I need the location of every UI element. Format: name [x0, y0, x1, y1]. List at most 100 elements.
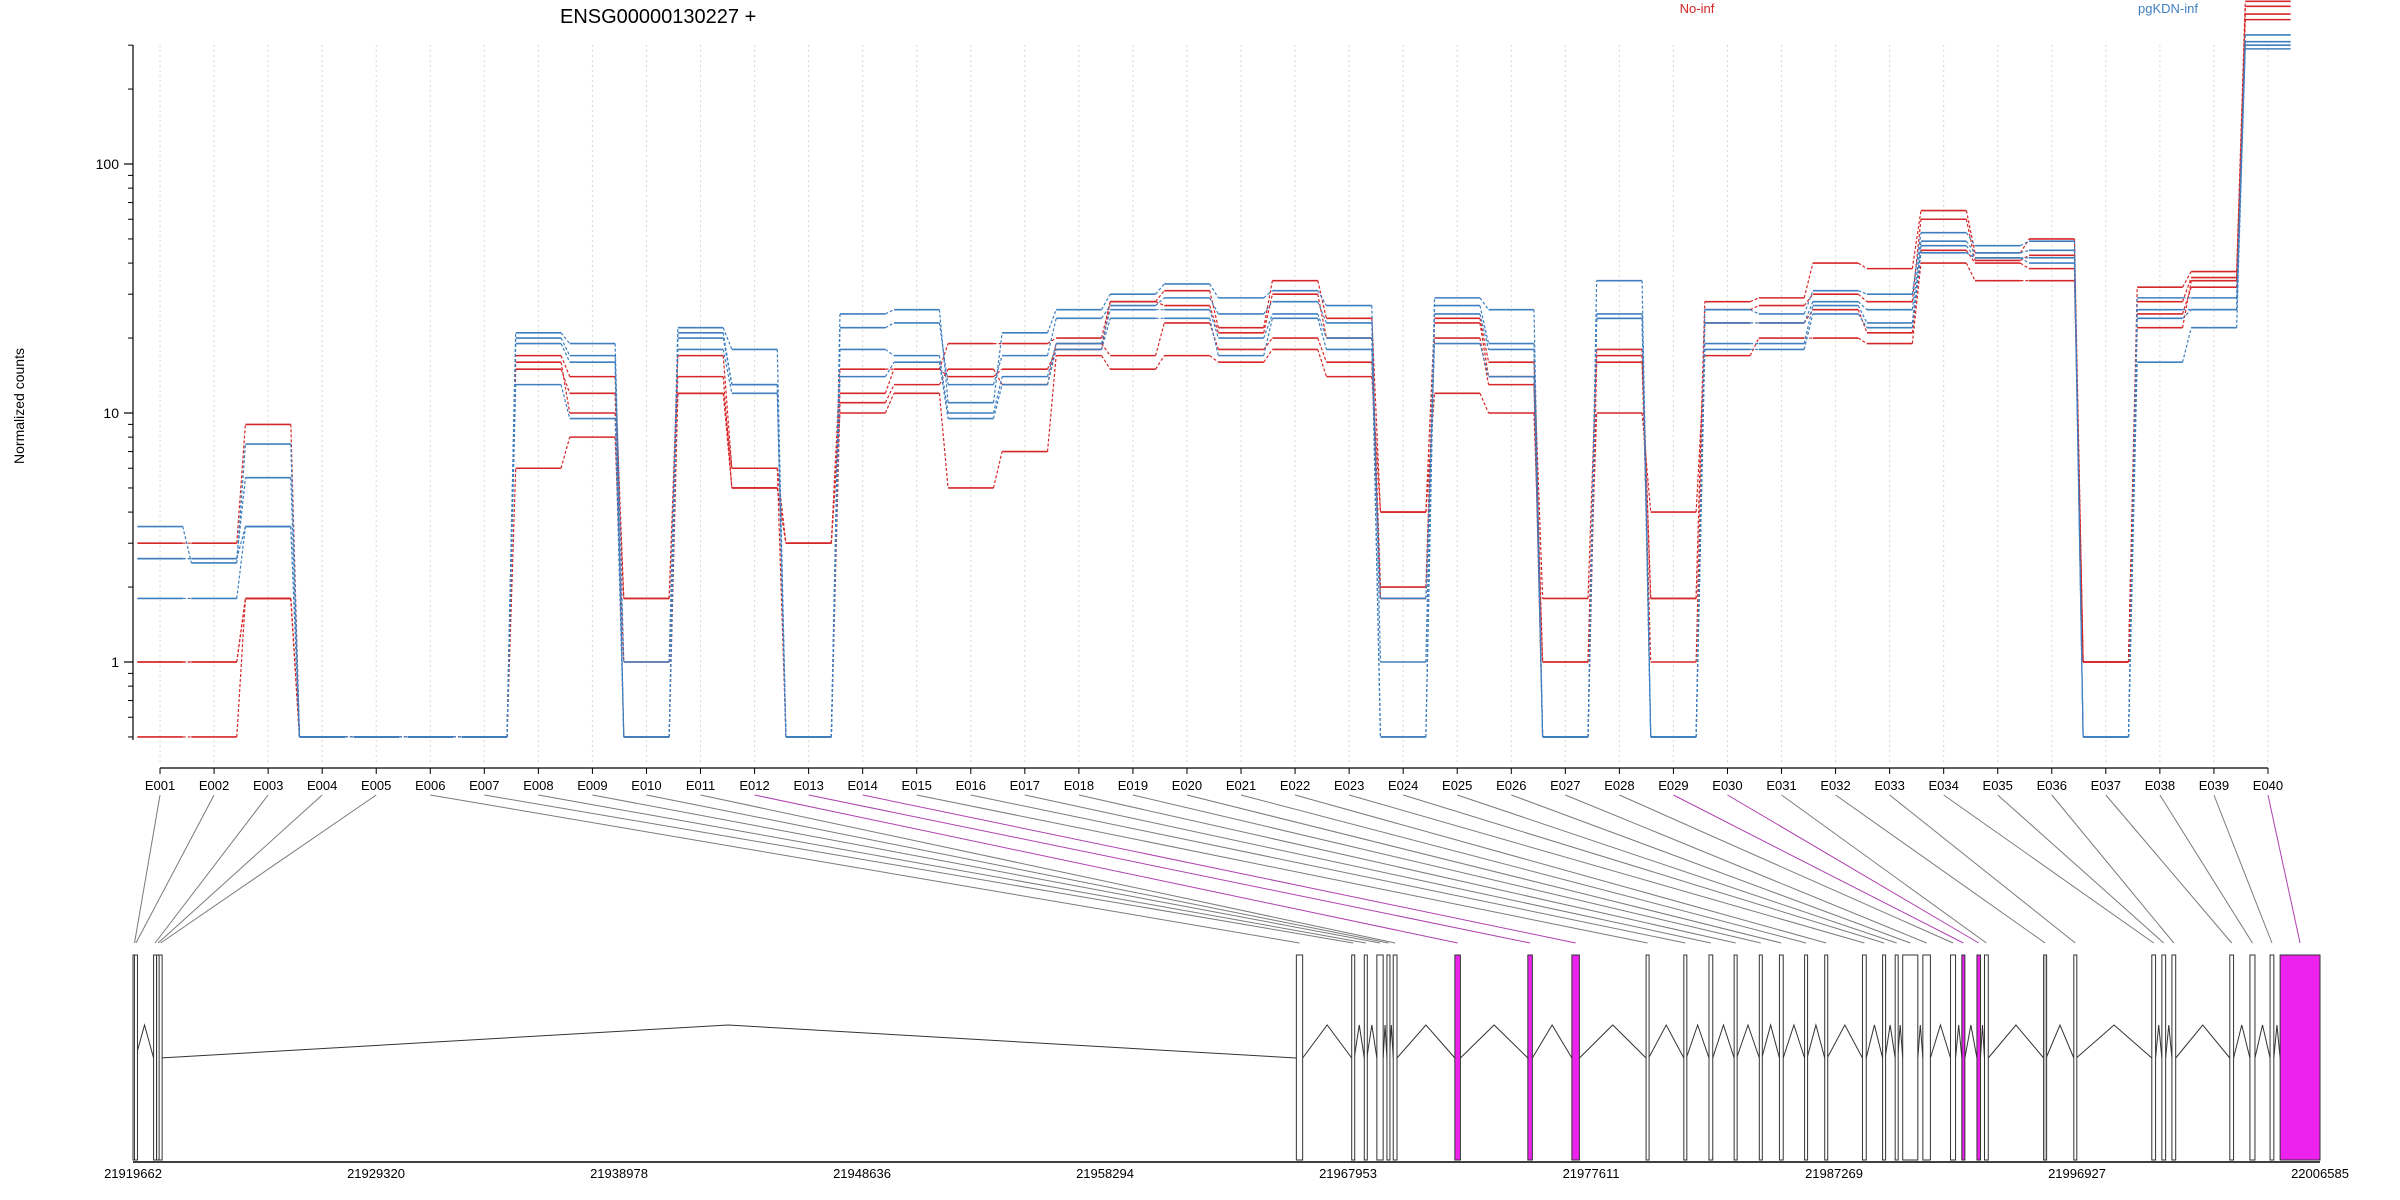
series-connector: [1046, 343, 1057, 377]
series-connector: [1695, 309, 1706, 737]
exon-box: [2043, 954, 2048, 1161]
intron-line: [2045, 1023, 2075, 1059]
series-connector: [1479, 297, 1490, 311]
series-connector: [236, 598, 247, 737]
series-connector: [1911, 263, 1922, 344]
series-connector: [614, 343, 625, 663]
exon-connector: [1294, 794, 1827, 944]
x-tick-label: E016: [956, 778, 986, 793]
series-connector: [722, 376, 733, 489]
series-connector: [560, 332, 571, 344]
series-connector: [1749, 297, 1760, 303]
x-tick-label: E017: [1010, 778, 1040, 793]
intron-line: [1979, 1024, 1985, 1059]
series-connector: [1425, 297, 1436, 663]
exon-box: [1733, 954, 1738, 1161]
series-connector: [560, 436, 571, 469]
intron-line: [2175, 1024, 2231, 1059]
series-connector: [2181, 280, 2192, 328]
series-connector: [939, 368, 949, 378]
series-connector: [938, 368, 949, 385]
series-connector: [1209, 355, 1219, 363]
x-tick-label: E013: [793, 778, 823, 793]
series-connector: [1317, 280, 1328, 319]
genomic-tick-label: 21987269: [1805, 1166, 1863, 1181]
series-connector: [1965, 219, 1976, 261]
series-connector: [1371, 362, 1382, 599]
genomic-tick-label: 21929320: [347, 1166, 405, 1181]
x-tick-label: E005: [361, 778, 391, 793]
series-connector: [668, 332, 679, 737]
exon-connector: [157, 794, 323, 944]
genomic-axis: 21919662 21929320 21938978 21948636 21958294…: [104, 1161, 2349, 1181]
x-tick-label: E038: [2145, 778, 2175, 793]
exon-connector: [2105, 794, 2233, 944]
series-connector: [884, 368, 895, 394]
series-connector: [1857, 309, 1868, 333]
series-connector: [1966, 252, 1976, 259]
intron-line: [1579, 1024, 1647, 1059]
exon-connector: [1132, 794, 1761, 944]
series-connector: [1155, 301, 1165, 307]
exon-connectors: [134, 794, 2301, 944]
exon-connector: [1997, 794, 2165, 944]
exon-connector: [135, 794, 215, 944]
series-connector: [1263, 280, 1273, 328]
exon-box: [1386, 954, 1391, 1161]
series-connector: [1641, 355, 1652, 599]
series-connector: [1858, 290, 1868, 295]
series-connector: [1749, 337, 1760, 356]
series-pgkdn-inf-4: [137, 34, 2291, 738]
x-axis: E001 E002 E003 E004 E005 E006 E007 E008 E009 E010…: [145, 767, 2283, 793]
x-tick-label: E039: [2199, 778, 2229, 793]
series-connector: [1263, 318, 1273, 356]
intron-line: [1460, 1024, 1529, 1059]
series-connector: [1857, 337, 1868, 345]
series-connector: [1317, 290, 1327, 306]
exon-box: [133, 954, 138, 1161]
series-connector: [236, 526, 247, 559]
series-connector: [1263, 290, 1273, 299]
series-connector: [2182, 271, 2192, 288]
series-connector: [1101, 355, 1111, 370]
series-connector: [1100, 318, 1111, 350]
series-connector: [1101, 305, 1111, 319]
series-connector: [1533, 362, 1544, 599]
series-connector: [1803, 301, 1814, 324]
series-connector: [1317, 301, 1327, 324]
x-tick-label: E027: [1550, 778, 1580, 793]
series-connector: [830, 393, 841, 544]
series-connector: [722, 327, 733, 350]
x-tick-label: E022: [1280, 778, 1310, 793]
chart-title: ENSG00000130227 +: [560, 6, 756, 28]
x-tick-label: E037: [2091, 778, 2121, 793]
intron-line: [1865, 1024, 1884, 1059]
intron-line: [1531, 1024, 1573, 1059]
series-connector: [1101, 343, 1111, 356]
exon-connector: [154, 794, 269, 944]
x-tick-label: E018: [1064, 778, 1094, 793]
series-connector: [1803, 293, 1814, 306]
x-tick-label: E028: [1604, 778, 1634, 793]
x-tick-label: E024: [1388, 778, 1418, 793]
series-connector: [776, 384, 787, 737]
exon-box: [1778, 954, 1784, 1161]
intron-line: [1761, 1023, 1780, 1059]
intron-line: [2155, 1024, 2163, 1059]
series-connector: [1965, 245, 1976, 259]
x-tick-label: E002: [199, 778, 229, 793]
series-connector: [1479, 343, 1490, 377]
series-connector: [1100, 309, 1111, 344]
intron-line: [1782, 1023, 1806, 1059]
exon-box: [158, 954, 163, 1161]
exon-connector: [484, 794, 1354, 944]
series-connector: [1209, 297, 1219, 315]
series-connector: [2019, 238, 2030, 254]
intron-line: [1712, 1023, 1735, 1059]
x-tick-label: E004: [307, 778, 337, 793]
intron-line: [2165, 1024, 2173, 1059]
y-tick-label: 10: [103, 405, 119, 421]
series-connector: [830, 376, 841, 737]
series-connector: [1749, 309, 1760, 315]
exon-box: [1894, 954, 1899, 1161]
